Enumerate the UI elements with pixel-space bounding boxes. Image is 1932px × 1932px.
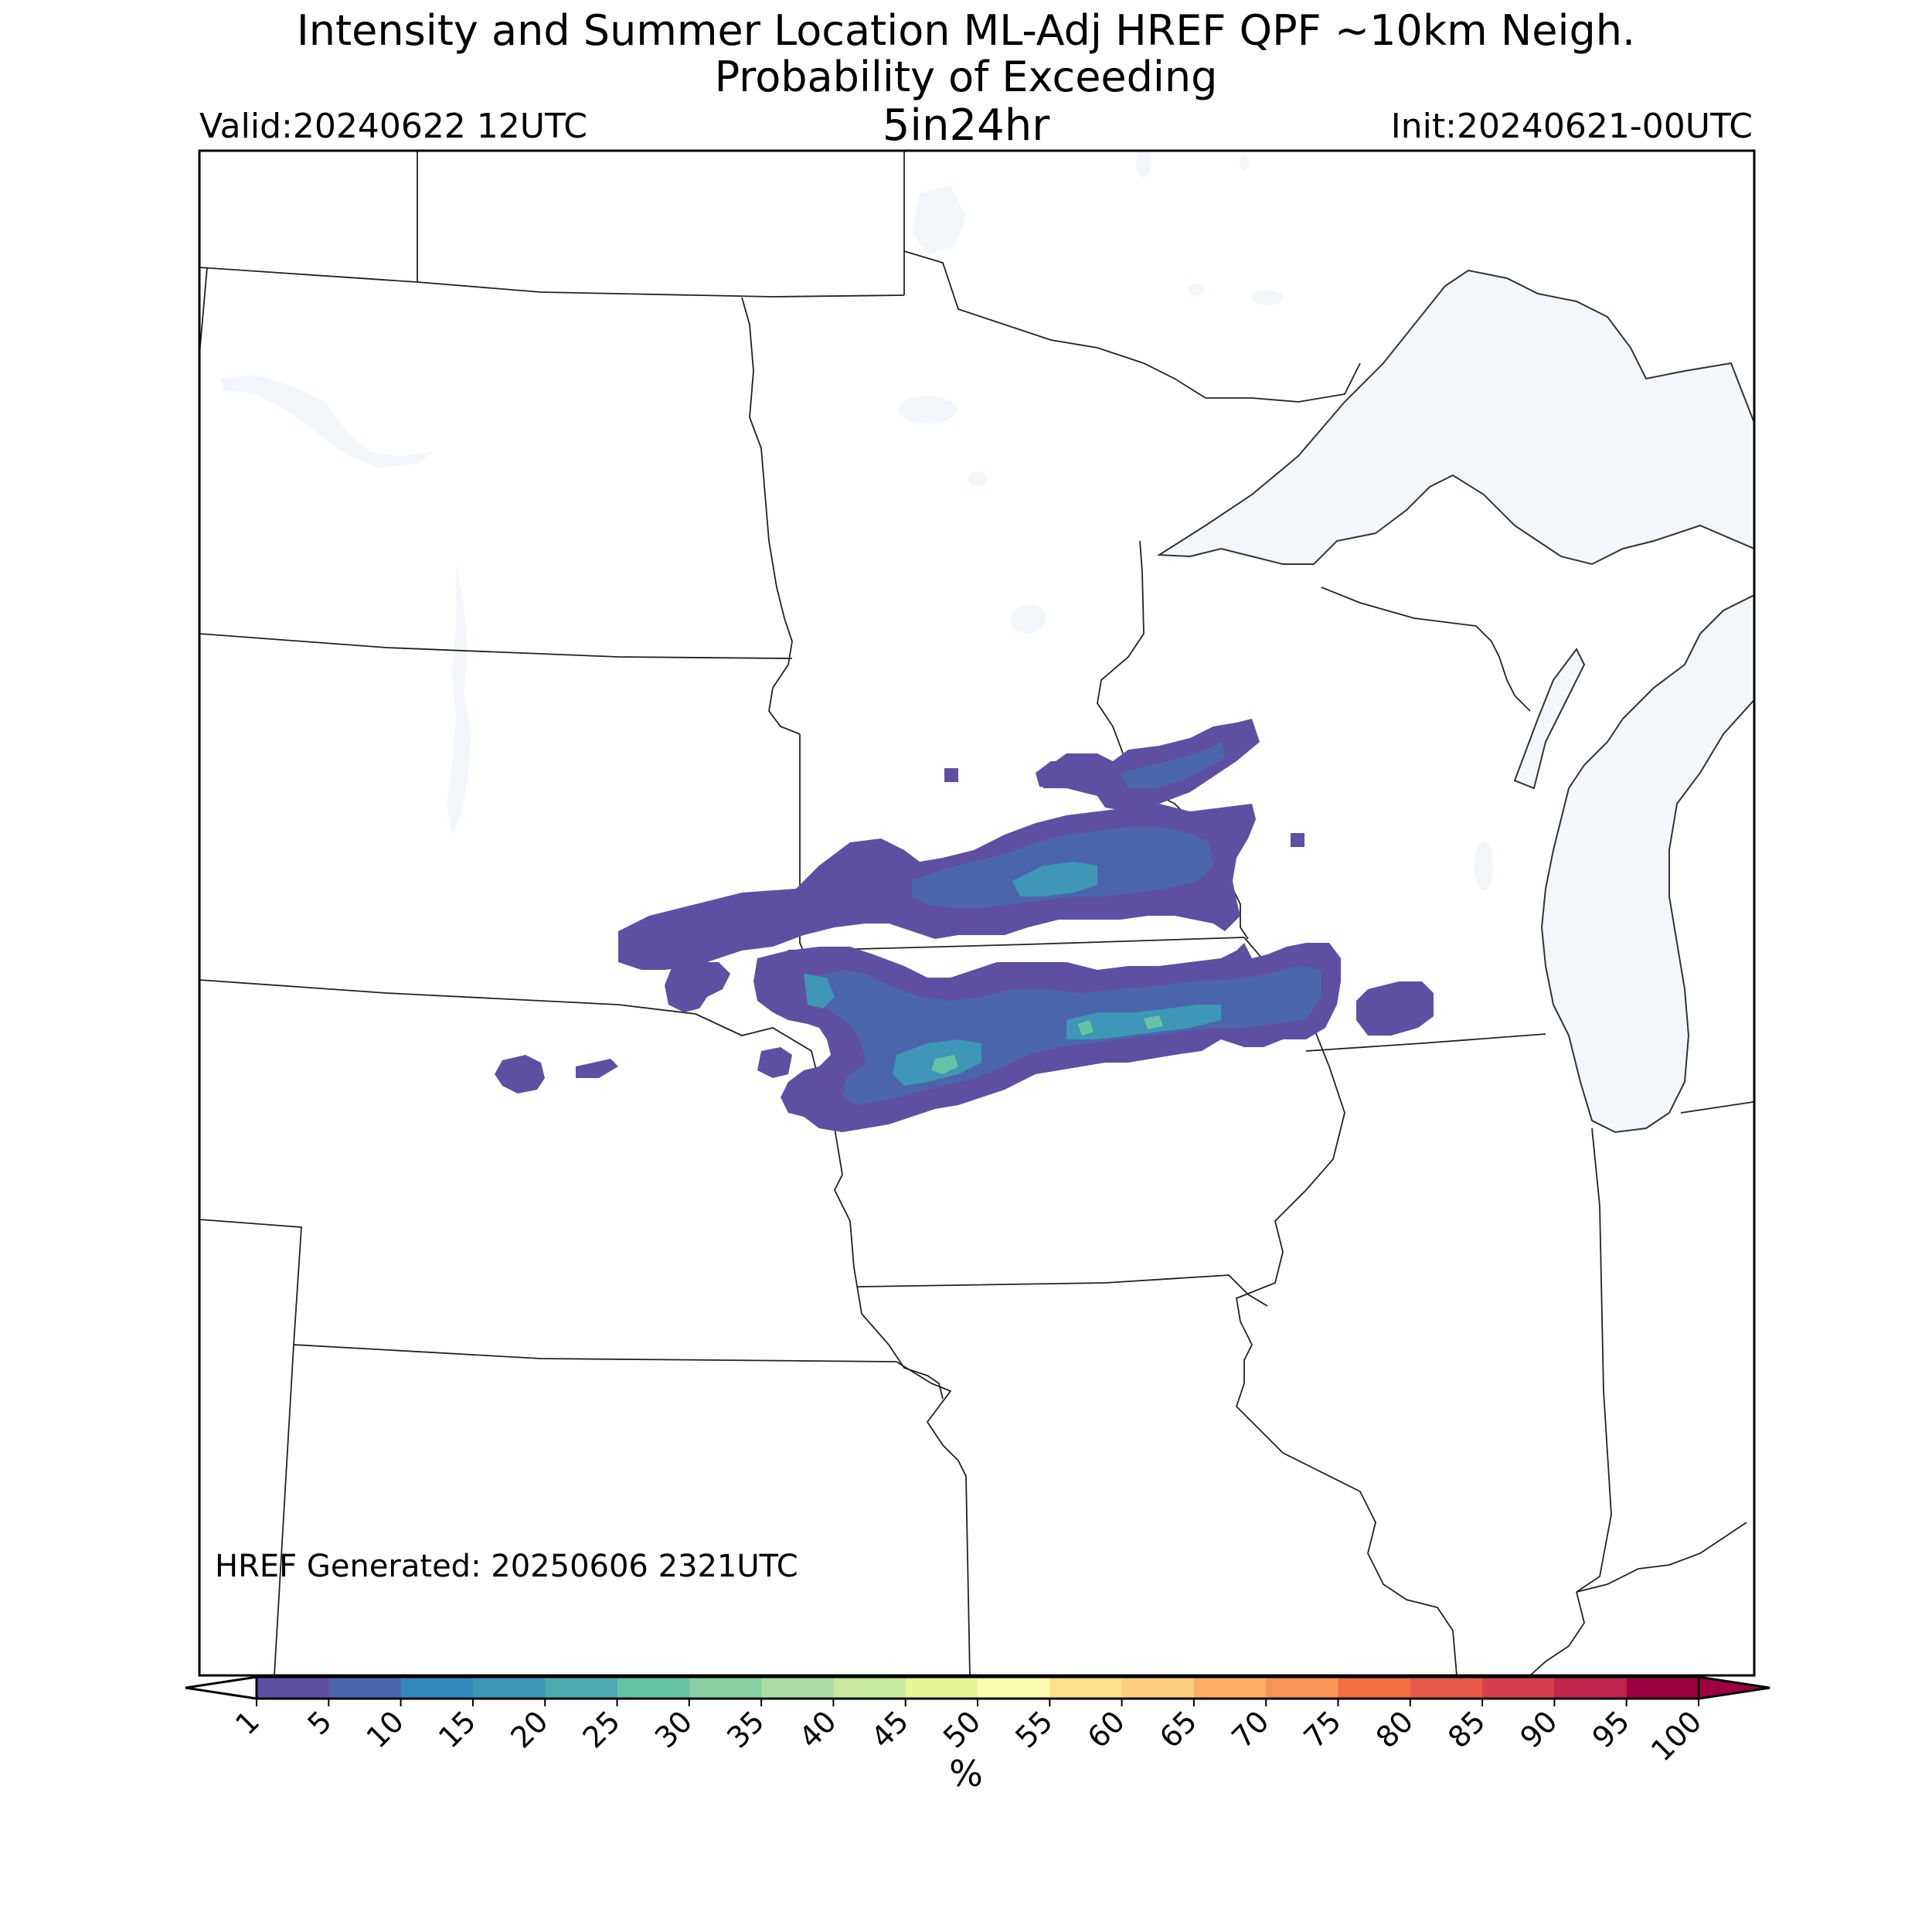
colorbar-block [761, 1677, 834, 1699]
colorbar-block [689, 1677, 762, 1699]
minor-lakes [1018, 151, 1283, 632]
colorbar-block [1626, 1677, 1699, 1699]
colorbar-tick-label: 55 [1009, 1704, 1059, 1754]
colorbar-block [905, 1677, 978, 1699]
colorbar-tick-label: 50 [937, 1704, 987, 1754]
chart-title-line2: Probability of Exceeding [714, 53, 1218, 101]
colorbar-tick-label: 20 [504, 1704, 554, 1754]
colorbar-tick-label: 25 [577, 1704, 627, 1754]
colorbar-tick-label: 60 [1081, 1704, 1131, 1754]
lake-michigan [1540, 594, 1754, 1134]
colorbar-block [617, 1677, 690, 1699]
missouri-river-reservoir-sd [447, 564, 471, 835]
state-borders [199, 151, 1754, 1675]
colorbar-tick-label: 35 [720, 1704, 770, 1754]
chart-title-line1: Intensity and Summer Location ML-Adj HRE… [296, 6, 1636, 55]
colorbar-tick-label: 90 [1513, 1704, 1563, 1754]
lake-superior [1156, 269, 1754, 566]
colorbar-tick-label: 1 [229, 1704, 266, 1741]
map-frame [198, 149, 1756, 1677]
colorbar-block [1049, 1677, 1123, 1699]
colorbar-block [1266, 1677, 1339, 1699]
prob-band-ne-mn [1039, 719, 1260, 811]
colorbar-block [1338, 1677, 1411, 1699]
colorbar-block [1482, 1677, 1555, 1699]
colorbar-tick-label: 95 [1586, 1704, 1636, 1754]
colorbar-under-extension [185, 1675, 258, 1700]
colorbar-tick-label: 80 [1369, 1704, 1420, 1754]
threshold-label: 5in24hr [882, 100, 1050, 151]
init-time-label: Init:20240621-00UTC [1390, 107, 1753, 146]
colorbar-tick-label: 10 [360, 1704, 410, 1754]
colorbar-block [978, 1677, 1050, 1699]
red-lake [898, 396, 957, 423]
colorbar-tick-label: 30 [648, 1704, 699, 1754]
colorbar-block [1554, 1677, 1628, 1699]
probability-field [495, 719, 1434, 1132]
colorbar-tick-label: 15 [432, 1704, 482, 1754]
colorbar-block [472, 1677, 546, 1699]
lake-of-the-woods [912, 185, 966, 255]
colorbar-block [1410, 1677, 1483, 1699]
generated-timestamp: HREF Generated: 20250606 2321UTC [215, 1549, 798, 1584]
valid-time-label: Valid:20240622 12UTC [199, 107, 588, 146]
lake-michigan-green-bay [1513, 648, 1586, 790]
colorbar-block [257, 1677, 329, 1699]
colorbar-tick-label: 75 [1298, 1704, 1348, 1754]
colorbar-tick-label: 45 [865, 1704, 915, 1754]
colorbar-block [400, 1677, 474, 1699]
lake-winnebago [1475, 841, 1493, 890]
colorbar-tick-label: 85 [1441, 1704, 1492, 1754]
colorbar-over-extension [1697, 1675, 1770, 1700]
colorbar-tick-label: 5 [301, 1704, 338, 1741]
colorbar-tick-label: 65 [1153, 1704, 1203, 1754]
colorbar-block [328, 1677, 402, 1699]
colorbar-tick-label: 70 [1225, 1704, 1275, 1754]
colorbar-blocks [257, 1677, 1699, 1699]
colorbar-block [1121, 1677, 1195, 1699]
colorbar-block [1193, 1677, 1267, 1699]
colorbar-block [833, 1677, 906, 1699]
colorbar-units-label: % [949, 1753, 983, 1794]
lake-sakakawea [220, 375, 433, 468]
colorbar-block [545, 1677, 618, 1699]
colorbar-tick-label: 40 [792, 1704, 842, 1754]
